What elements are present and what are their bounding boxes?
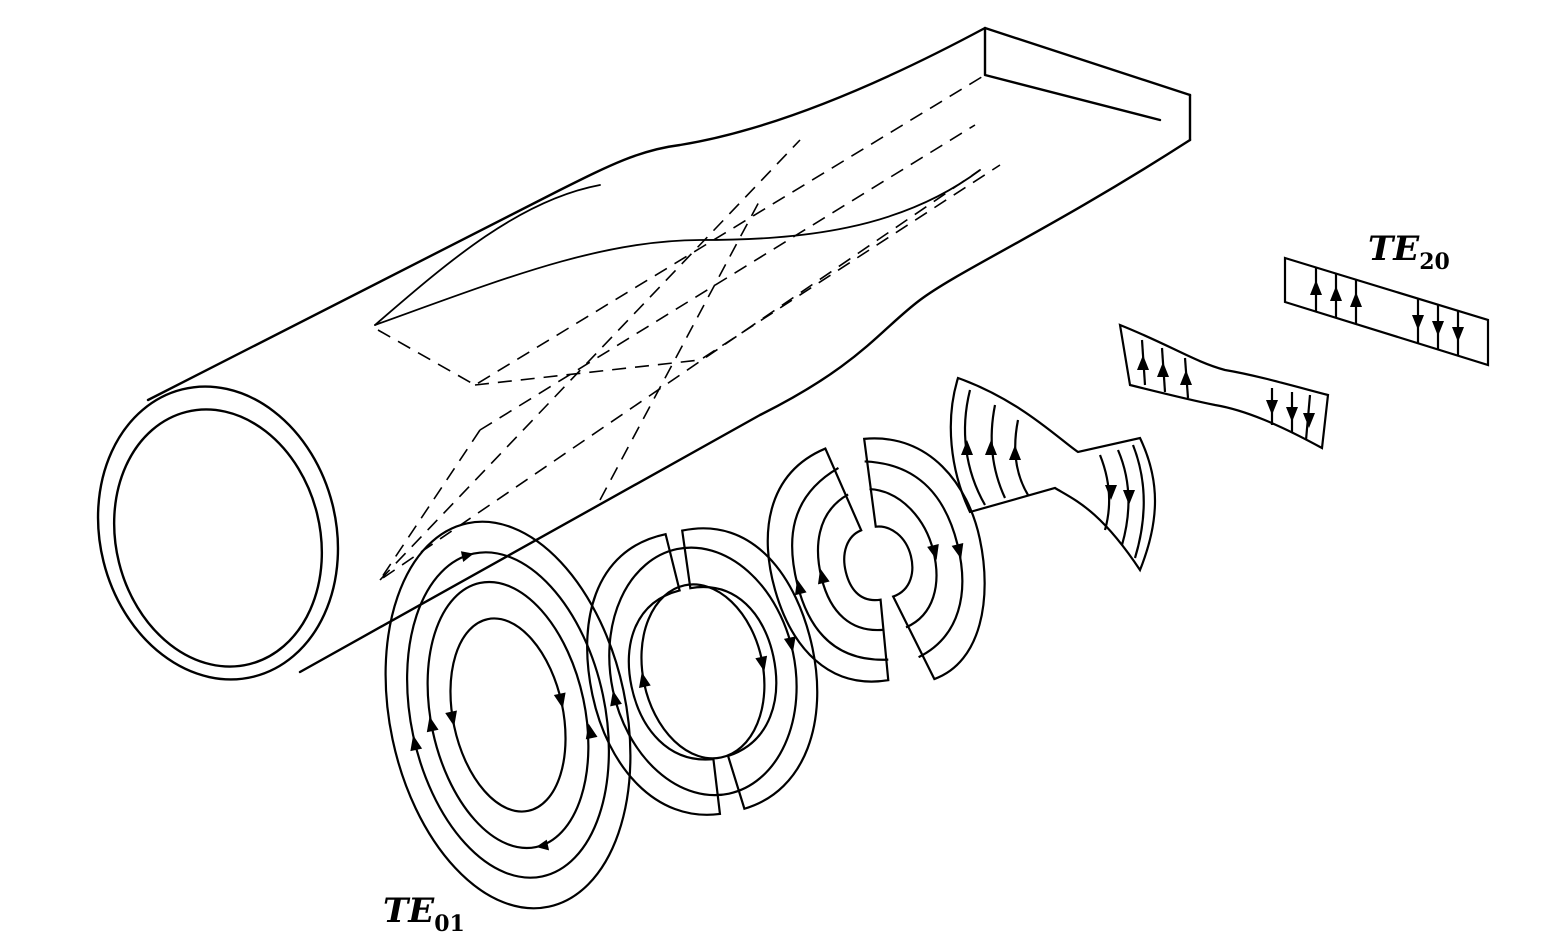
hidden-edge-5: [599, 199, 761, 501]
rectangular-port-edges: [983, 26, 1192, 142]
field-arrow: [755, 655, 768, 672]
field-line-arc: [1014, 419, 1029, 496]
field-pattern-te20: [1283, 256, 1490, 367]
te20-outline: [1283, 256, 1490, 367]
field-arrow: [585, 723, 598, 740]
hidden-edge-1: [377, 74, 986, 386]
field-arrow: [1123, 490, 1135, 505]
field-arrow: [1009, 445, 1021, 460]
field-arrow: [985, 440, 997, 455]
field-pattern-stage-2: [586, 527, 819, 816]
circular-port-outer-rim: [96, 385, 340, 681]
hidden-edge-4: [379, 139, 801, 581]
stage-2-left-half: [586, 532, 722, 816]
field-arrow: [610, 690, 622, 707]
circular-port-inner-rim: [112, 408, 324, 668]
field-arrow: [1286, 407, 1298, 422]
field-arrow: [951, 542, 964, 559]
hidden-edge-2: [479, 124, 976, 431]
waveguide-bottom-edge: [298, 138, 1192, 674]
field-arrow: [817, 568, 830, 585]
field-arrow: [1452, 327, 1464, 342]
stage-4-outline: [949, 376, 1157, 573]
field-line-arc: [864, 460, 964, 659]
field-arrow: [1137, 355, 1149, 370]
stage-5-outline: [1118, 323, 1330, 450]
field-line-ring: [640, 583, 766, 760]
twist-contour-lower: [374, 184, 601, 326]
field-arrow: [927, 543, 939, 560]
field-pattern-stage-4: [949, 376, 1157, 573]
field-arrow: [553, 692, 566, 709]
field-arrow: [1105, 485, 1117, 500]
field-arrow: [536, 839, 550, 851]
field-arrow: [1350, 292, 1362, 307]
hidden-edge-3: [379, 169, 981, 581]
field-pattern-stage-5: [1118, 323, 1330, 450]
field-line-arc: [1131, 444, 1145, 559]
field-arrow: [1303, 413, 1315, 428]
field-arrow: [783, 636, 796, 653]
field-arrow: [410, 735, 423, 752]
stage-2-right-half: [680, 527, 819, 811]
field-arrow: [1157, 362, 1169, 377]
twist-contour-upper: [374, 169, 981, 326]
field-line-ring: [426, 580, 590, 850]
field-arrow: [639, 672, 651, 689]
field-arrow: [1412, 315, 1424, 330]
field-arrow: [961, 440, 973, 455]
field-arrow: [1432, 321, 1444, 336]
te20-label: TE20: [1368, 229, 1450, 275]
te01-label: TE01: [383, 891, 465, 937]
field-pattern-stage-3: [766, 437, 986, 683]
field-arrow: [1180, 370, 1192, 385]
field-arrow: [1310, 280, 1322, 295]
stage-3-left-half: [766, 447, 890, 683]
field-arrow: [1266, 400, 1278, 415]
waveguide-body: [96, 26, 1192, 681]
field-arrow: [794, 579, 807, 596]
field-arrow: [426, 716, 439, 733]
field-line-arc: [816, 493, 885, 632]
field-line-arc: [1098, 454, 1111, 531]
field-pattern-te01: [384, 520, 632, 910]
field-arrow: [460, 551, 474, 562]
field-line-ring: [608, 546, 798, 797]
hidden-edge-6: [474, 164, 1001, 386]
stage-3-right-half: [862, 437, 986, 681]
te01-outline: [384, 520, 632, 910]
waveguide-top-edge: [146, 26, 1192, 402]
field-arrow: [445, 710, 457, 727]
field-arrow: [1330, 286, 1342, 301]
